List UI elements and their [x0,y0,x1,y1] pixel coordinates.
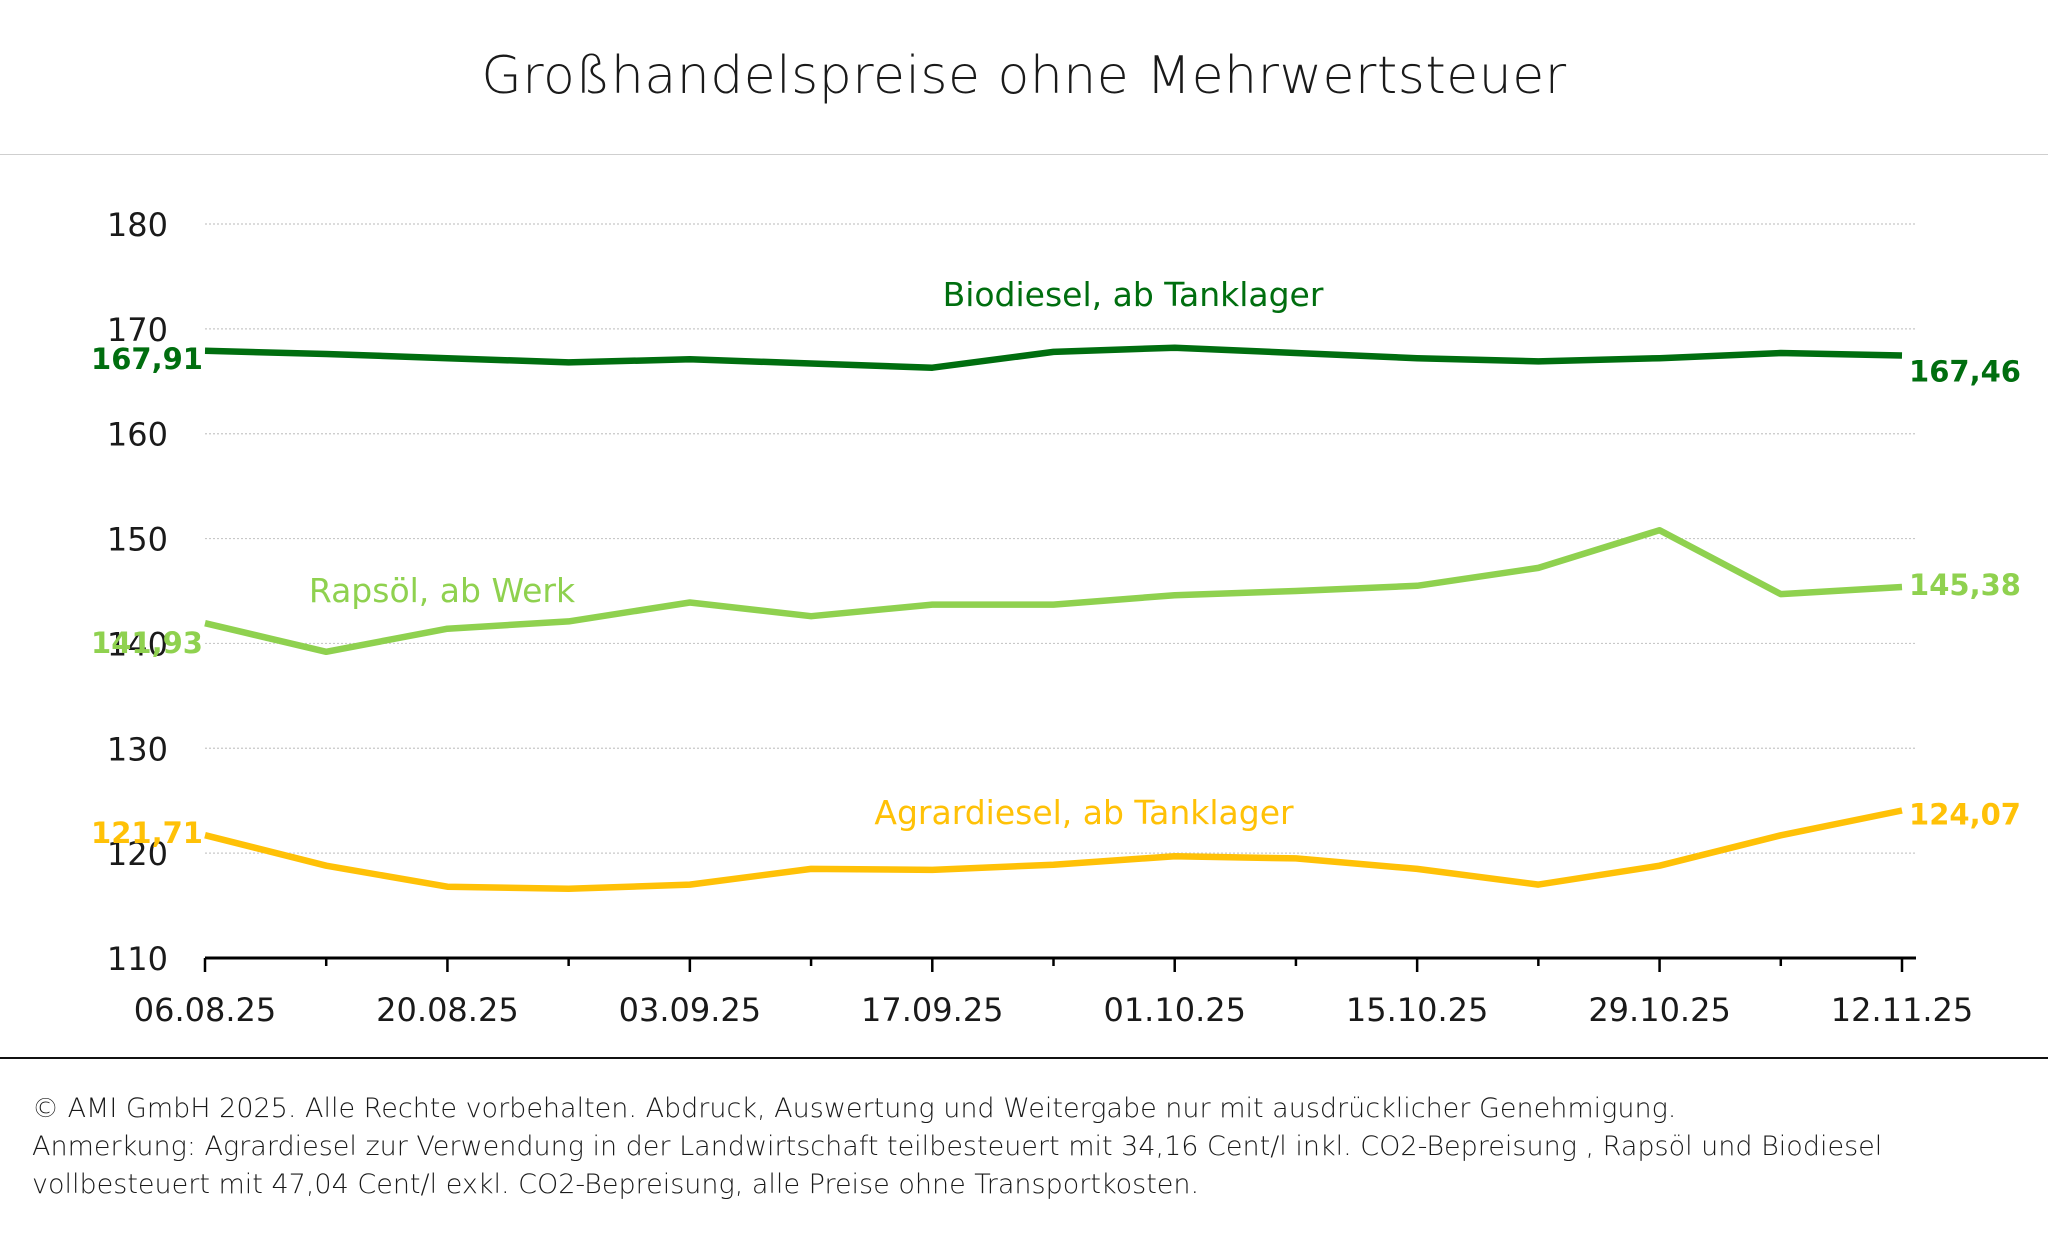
end-value-label-biodiesel: 167,46 [1909,354,2021,388]
data-point-biodiesel-7 [1051,349,1057,355]
series-line-rapsoel [204,526,1903,656]
x-tick-label-17.09.25: 17.09.25 [861,991,1004,1029]
data-point-agrardiesel-4 [687,882,693,888]
data-point-biodiesel-14 [1899,352,1905,358]
data-point-agrardiesel-11 [1535,882,1541,888]
data-point-biodiesel-6 [929,365,935,371]
data-point-biodiesel-9 [1293,350,1299,356]
x-tick-label-15.10.25: 15.10.25 [1346,991,1489,1029]
data-point-agrardiesel-13 [1778,832,1784,838]
y-tick-label-160: 160 [107,416,168,454]
data-point-rapsoel-5 [808,613,814,619]
data-point-biodiesel-11 [1535,358,1541,364]
y-tick-label-170: 170 [107,311,168,349]
series-label-rapsoel: Rapsöl, ab Werk [309,571,576,610]
y-tick-label-180: 180 [107,206,168,244]
note-line-1: Anmerkung: Agrardiesel zur Verwendung in… [32,1131,1883,1162]
data-point-rapsoel-8 [1172,592,1178,598]
data-point-biodiesel-3 [566,359,572,365]
footer-divider [0,1057,2048,1059]
x-tick-label-29.10.25: 29.10.25 [1588,991,1731,1029]
data-point-agrardiesel-12 [1657,863,1663,869]
series-label-agrardiesel: Agrardiesel, ab Tanklager [874,793,1294,832]
data-point-rapsoel-11 [1535,565,1541,571]
series-line-agrardiesel [204,807,1903,893]
x-tick-label-20.08.25: 20.08.25 [376,991,519,1029]
y-tick-label-150: 150 [107,521,168,559]
start-value-label-biodiesel: 167,91 [91,342,203,376]
data-point-biodiesel-5 [808,360,814,366]
y-tick-label-110: 110 [107,940,168,978]
data-point-rapsoel-2 [444,626,450,632]
start-value-label-agrardiesel: 121,71 [91,816,203,850]
copyright-text: © AMI GmbH 2025. Alle Rechte vorbehalten… [32,1093,1677,1124]
title-divider [0,154,2048,155]
data-point-agrardiesel-5 [808,866,814,872]
data-point-rapsoel-6 [929,602,935,608]
data-point-agrardiesel-2 [444,884,450,890]
data-point-biodiesel-8 [1172,345,1178,351]
data-point-agrardiesel-1 [323,863,329,869]
data-point-biodiesel-4 [687,356,693,362]
footer-notes: © AMI GmbH 2025. Alle Rechte vorbehalten… [32,1090,2022,1204]
series-line-biodiesel [204,344,1903,371]
data-point-biodiesel-10 [1414,355,1420,361]
y-tick-label-140: 140 [107,625,168,663]
data-point-rapsoel-4 [687,600,693,606]
data-point-biodiesel-2 [444,355,450,361]
series-label-biodiesel: Biodiesel, ab Tanklager [943,275,1324,314]
note-line-2: vollbesteuert mit 47,04 Cent/l exkl. CO2… [32,1169,1200,1200]
data-point-agrardiesel-7 [1051,862,1057,868]
data-point-agrardiesel-3 [566,886,572,892]
data-point-rapsoel-7 [1051,602,1057,608]
data-point-agrardiesel-6 [929,867,935,873]
start-value-label-rapsoel: 141,93 [91,626,203,660]
data-point-agrardiesel-14 [1899,807,1905,813]
x-tick-label-06.08.25: 06.08.25 [134,991,277,1029]
y-tick-label-120: 120 [107,835,168,873]
data-point-agrardiesel-9 [1293,855,1299,861]
data-point-biodiesel-13 [1778,350,1784,356]
chart-title: Großhandelspreise ohne Mehrwertsteuer [481,46,1567,106]
data-point-biodiesel-1 [323,351,329,357]
data-point-rapsoel-9 [1293,588,1299,594]
data-point-agrardiesel-10 [1414,866,1420,872]
data-point-rapsoel-12 [1657,527,1663,533]
x-tick-label-01.10.25: 01.10.25 [1103,991,1246,1029]
x-tick-label-12.11.25: 12.11.25 [1831,991,1974,1029]
data-point-rapsoel-13 [1778,591,1784,597]
data-point-agrardiesel-8 [1172,853,1178,859]
data-point-rapsoel-10 [1414,583,1420,589]
data-point-biodiesel-12 [1657,355,1663,361]
data-point-rapsoel-3 [566,618,572,624]
x-tick-label-03.09.25: 03.09.25 [619,991,762,1029]
end-value-label-rapsoel: 145,38 [1909,568,2021,602]
y-tick-label-130: 130 [107,730,168,768]
data-point-rapsoel-14 [1899,584,1905,590]
end-value-label-agrardiesel: 124,07 [1909,797,2021,831]
data-point-rapsoel-1 [323,649,329,655]
